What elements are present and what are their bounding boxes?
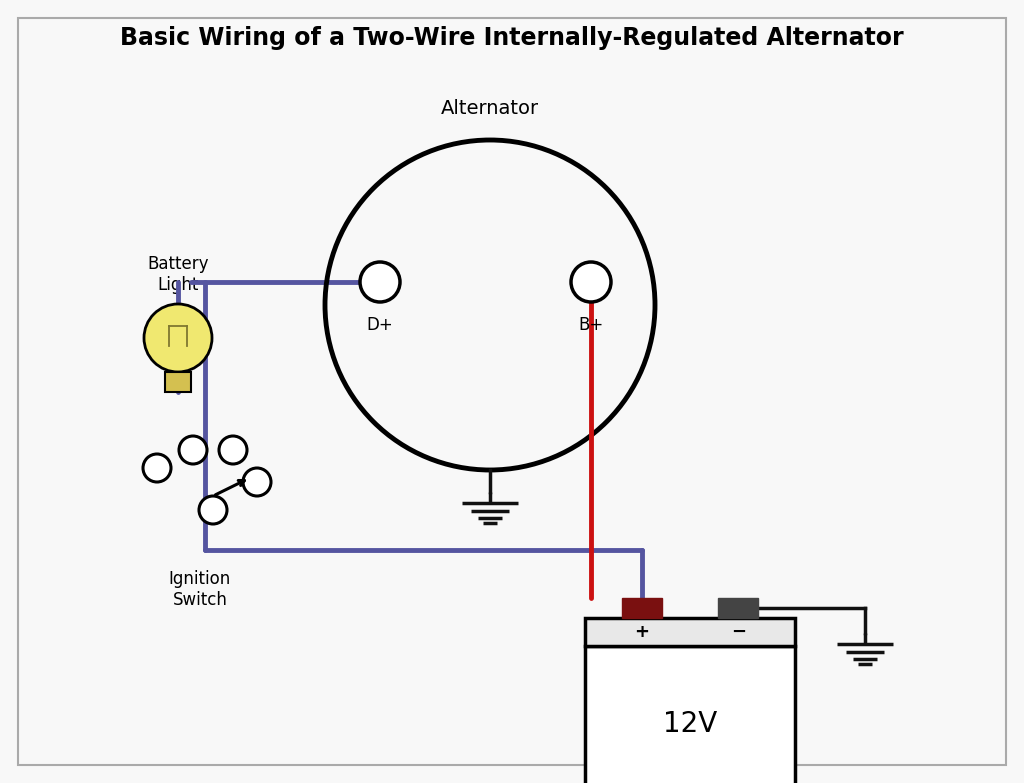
Text: Ignition
Switch: Ignition Switch (169, 570, 231, 609)
Text: +: + (634, 623, 649, 641)
Circle shape (143, 454, 171, 482)
Circle shape (179, 436, 207, 464)
Bar (585, 618, 795, 646)
Circle shape (219, 436, 247, 464)
Text: 12V: 12V (663, 709, 717, 738)
Bar (585, 646, 795, 783)
Circle shape (243, 468, 271, 496)
Bar (718, 598, 759, 618)
Text: −: − (731, 623, 745, 641)
Text: D+: D+ (367, 316, 393, 334)
Text: Battery
Light: Battery Light (147, 255, 209, 294)
Circle shape (571, 262, 611, 302)
Circle shape (360, 262, 400, 302)
Text: Basic Wiring of a Two-Wire Internally-Regulated Alternator: Basic Wiring of a Two-Wire Internally-Re… (120, 26, 904, 50)
Bar (165, 372, 191, 392)
Circle shape (199, 496, 227, 524)
Circle shape (144, 304, 212, 372)
Text: Alternator: Alternator (441, 99, 539, 118)
Bar (622, 598, 662, 618)
Text: B+: B+ (579, 316, 603, 334)
